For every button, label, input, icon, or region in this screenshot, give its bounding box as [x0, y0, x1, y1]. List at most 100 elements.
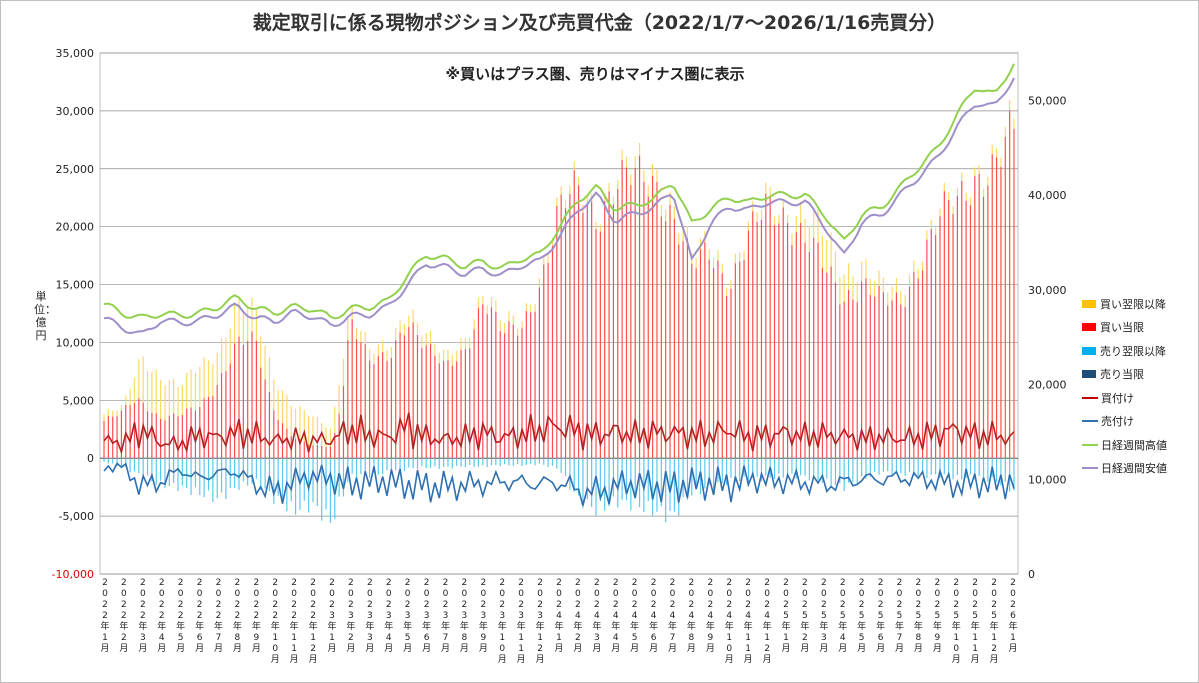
bar-buy-current — [717, 260, 719, 459]
bar-buy-current — [630, 185, 632, 459]
y-tick-label: -10,000 — [52, 568, 94, 581]
bar-buy-current — [368, 360, 371, 459]
bar-buy-current — [847, 289, 850, 459]
bar-sell-next — [234, 458, 236, 488]
bar-sell-next — [577, 458, 580, 496]
bar-buy-current — [778, 223, 780, 459]
bar-sell-next — [334, 458, 336, 519]
bar-buy-current — [386, 361, 388, 459]
bar-sell-next — [382, 458, 384, 475]
bar-buy-current — [186, 408, 188, 459]
bar-buy-current — [525, 310, 527, 459]
bar-sell-next — [939, 458, 941, 479]
bar-sell-next — [921, 458, 924, 474]
bar-buy-current — [869, 295, 871, 459]
bar-buy-next — [865, 259, 867, 279]
bar-buy-current — [865, 278, 867, 459]
legend-line — [1082, 443, 1098, 446]
bar-buy-current — [133, 403, 136, 459]
bar-buy-next — [338, 384, 340, 414]
bar-buy-next — [882, 277, 884, 293]
bar-buy-next — [891, 286, 893, 301]
bar-sell-next — [573, 458, 575, 492]
bar-buy-current — [264, 379, 266, 459]
bar-buy-next — [634, 155, 636, 169]
bar-buy-next — [325, 427, 327, 447]
bar-buy-next — [260, 336, 262, 368]
bar-buy-next — [726, 287, 728, 296]
bar-sell-next — [138, 458, 140, 474]
bar-buy-current — [699, 249, 702, 459]
y-tick-label: 5,000 — [63, 394, 95, 407]
bar-sell-next — [429, 458, 432, 468]
bar-buy-next — [921, 261, 924, 271]
bar-sell-next — [508, 458, 510, 466]
bar-buy-next — [521, 321, 523, 329]
bar-buy-current — [586, 203, 588, 459]
bar-buy-current — [673, 218, 675, 459]
bar-buy-next — [804, 218, 806, 243]
bar-sell-next — [503, 458, 506, 465]
bar-buy-next — [308, 415, 310, 445]
bar-buy-next — [952, 206, 954, 214]
chart-title: 裁定取引に係る現物ポジション及び売買代金（2022/1/7～2026/1/16売… — [252, 12, 947, 34]
bar-buy-current — [390, 357, 392, 459]
bar-buy-next — [874, 281, 876, 297]
bar-sell-next — [813, 458, 815, 477]
bar-buy-current — [355, 339, 358, 459]
legend-swatch — [1082, 370, 1096, 379]
bar-buy-current — [495, 311, 497, 459]
bar-sell-next — [177, 458, 179, 492]
bar-sell-next — [952, 458, 954, 480]
bar-buy-current — [303, 441, 305, 459]
bar-sell-next — [817, 458, 819, 481]
bar-sell-next — [908, 458, 911, 473]
bar-buy-next — [978, 164, 980, 174]
bar-sell-next — [852, 458, 854, 483]
bar-buy-next — [599, 224, 601, 232]
bar-sell-next — [556, 458, 558, 469]
bar-buy-next — [747, 221, 750, 231]
bar-buy-next — [234, 303, 236, 344]
bar-sell-next — [273, 458, 275, 504]
bar-buy-next — [225, 337, 227, 372]
bar-buy-next — [682, 229, 684, 242]
bar-buy-next — [673, 206, 675, 219]
bar-buy-next — [678, 233, 680, 245]
line-nikkei-high — [103, 63, 1015, 320]
bar-buy-current — [334, 432, 336, 459]
bar-sell-next — [665, 458, 667, 523]
bar-buy-next — [900, 291, 902, 305]
bar-buy-current — [817, 242, 819, 459]
bar-buy-current — [1004, 136, 1006, 459]
bar-buy-next — [638, 142, 641, 156]
bar-sell-next — [843, 458, 845, 492]
bar-buy-current — [273, 410, 275, 459]
bar-sell-next — [264, 458, 266, 489]
bar-sell-next — [294, 458, 297, 515]
bar-buy-next — [360, 330, 362, 343]
bar-buy-current — [312, 445, 314, 459]
bar-sell-next — [882, 458, 884, 472]
bar-buy-next — [216, 352, 218, 385]
bar-sell-next — [917, 458, 919, 477]
bar-sell-next — [538, 458, 541, 464]
bar-sell-next — [734, 458, 736, 483]
bar-sell-next — [969, 458, 972, 475]
bar-buy-current — [739, 261, 741, 459]
bar-sell-next — [120, 458, 123, 468]
bar-sell-next — [199, 458, 201, 495]
